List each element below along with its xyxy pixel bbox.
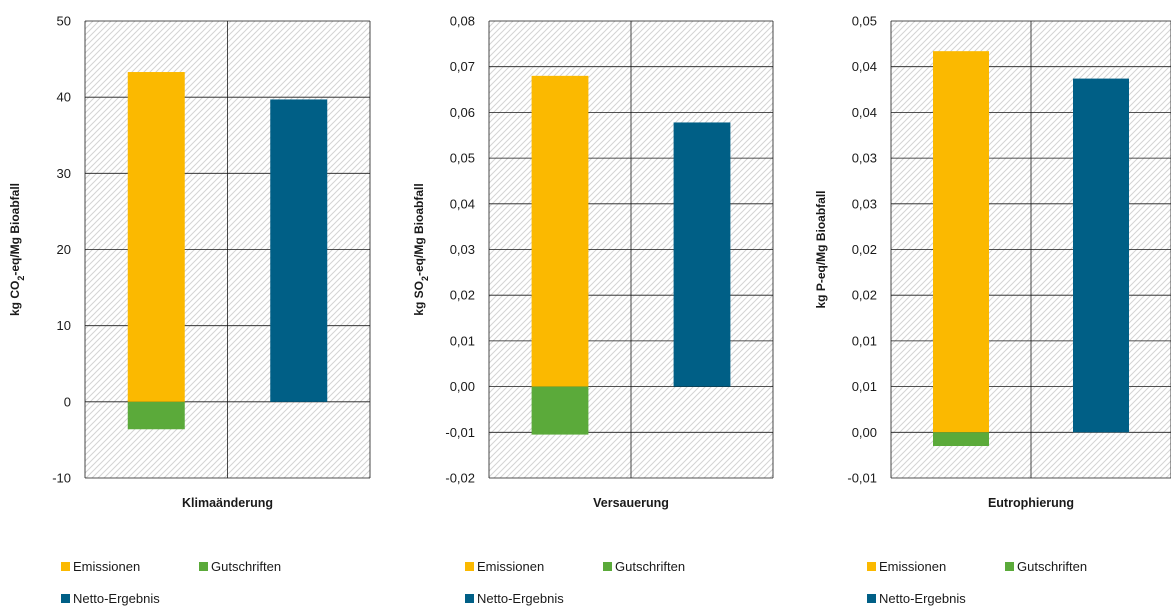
y-tick-label: 30 bbox=[57, 166, 71, 181]
y-tick-label: 0,01 bbox=[852, 379, 877, 394]
legend-swatch-gutschriften bbox=[199, 562, 208, 571]
bar-gutschriften bbox=[933, 432, 989, 447]
y-tick-label: 0,05 bbox=[450, 151, 475, 166]
legend-swatch-netto-ergebnis bbox=[867, 594, 876, 603]
bar-emissionen bbox=[531, 75, 589, 387]
y-tick-label: 0,07 bbox=[450, 59, 475, 74]
y-tick-label: -0,02 bbox=[445, 471, 475, 486]
y-tick-label: 0,04 bbox=[852, 59, 877, 74]
y-tick-label: -10 bbox=[52, 471, 71, 486]
y-tick-label: 0,05 bbox=[852, 14, 877, 29]
chart-versauerung: -0,02 -0,01 0,00 0,01 0,02 0,03 0,04 0,05 0,06 0,… bbox=[412, 14, 774, 606]
legend-swatch-gutschriften bbox=[1005, 562, 1014, 571]
y-tick-label: 0,04 bbox=[450, 196, 475, 211]
legend-label-emissionen: Emissionen bbox=[879, 559, 946, 574]
y-tick-label: 0,06 bbox=[450, 105, 475, 120]
y-tick-label: 0,04 bbox=[852, 105, 877, 120]
y-tick-label: 0,02 bbox=[852, 288, 877, 303]
legend-label-netto-ergebnis: Netto-Ergebnis bbox=[477, 591, 564, 606]
y-axis-label: kg CO2-eq/Mg Bioabfall bbox=[8, 183, 26, 316]
legend-swatch-netto-ergebnis bbox=[61, 594, 70, 603]
legend-swatch-emissionen bbox=[465, 562, 474, 571]
legend-swatch-netto-ergebnis bbox=[465, 594, 474, 603]
x-category-label: Klimaänderung bbox=[182, 496, 273, 510]
y-tick-label: 0,02 bbox=[852, 242, 877, 257]
y-tick-label: -0,01 bbox=[847, 471, 877, 486]
bar-gutschriften bbox=[531, 386, 589, 435]
legend-swatch-gutschriften bbox=[603, 562, 612, 571]
legend-swatch-emissionen bbox=[867, 562, 876, 571]
y-tick-label: 0,08 bbox=[450, 14, 475, 29]
y-axis-label: kg P-eq/Mg Bioabfall bbox=[814, 190, 828, 308]
chart-klimaaenderung: -10 0 10 20 30 40 50 kg CO2-eq/Mg Bioabfall Klim… bbox=[8, 14, 371, 606]
y-tick-label: 0,01 bbox=[450, 333, 475, 348]
legend-swatch-emissionen bbox=[61, 562, 70, 571]
bar-netto-ergebnis bbox=[673, 122, 731, 387]
y-tick-label: 0,03 bbox=[852, 151, 877, 166]
legend-label-gutschriften: Gutschriften bbox=[615, 559, 685, 574]
y-tick-label: 50 bbox=[57, 14, 71, 29]
x-category-label: Eutrophierung bbox=[988, 496, 1074, 510]
bar-gutschriften bbox=[127, 401, 185, 430]
legend-label-netto-ergebnis: Netto-Ergebnis bbox=[879, 591, 966, 606]
bar-netto-ergebnis bbox=[1073, 78, 1129, 433]
y-tick-label: 0 bbox=[64, 394, 71, 409]
y-tick-label: -0,01 bbox=[445, 425, 475, 440]
y-tick-label: 20 bbox=[57, 242, 71, 257]
bar-emissionen bbox=[933, 51, 989, 433]
y-tick-label: 0,03 bbox=[450, 242, 475, 257]
legend: Emissionen Gutschriften Netto-Ergebnis bbox=[61, 559, 281, 606]
legend-label-emissionen: Emissionen bbox=[477, 559, 544, 574]
chart-eutrophierung: -0,01 0,00 0,01 0,01 0,02 0,02 0,03 0,03 0,04 0,0… bbox=[814, 14, 1171, 606]
y-tick-label: 10 bbox=[57, 318, 71, 333]
legend-label-netto-ergebnis: Netto-Ergebnis bbox=[73, 591, 160, 606]
y-tick-label: 0,00 bbox=[852, 425, 877, 440]
y-axis-label: kg SO2-eq/Mg Bioabfall bbox=[412, 183, 430, 315]
y-tick-label: 0,02 bbox=[450, 288, 475, 303]
legend-label-gutschriften: Gutschriften bbox=[211, 559, 281, 574]
legend-label-emissionen: Emissionen bbox=[73, 559, 140, 574]
legend: Emissionen Gutschriften Netto-Ergebnis bbox=[867, 559, 1087, 606]
y-tick-label: 0,00 bbox=[450, 379, 475, 394]
legend: Emissionen Gutschriften Netto-Ergebnis bbox=[465, 559, 685, 606]
bar-emissionen bbox=[127, 72, 185, 402]
y-tick-label: 40 bbox=[57, 90, 71, 105]
y-tick-label: 0,01 bbox=[852, 333, 877, 348]
x-category-label: Versauerung bbox=[593, 496, 669, 510]
legend-label-gutschriften: Gutschriften bbox=[1017, 559, 1087, 574]
bar-netto-ergebnis bbox=[270, 99, 328, 402]
y-tick-label: 0,03 bbox=[852, 196, 877, 211]
